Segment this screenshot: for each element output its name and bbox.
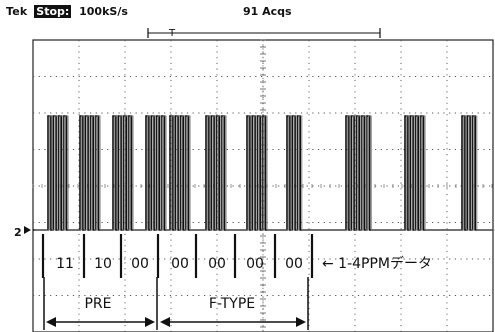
channel-pointer xyxy=(24,226,31,234)
scope-status-bar: Tek Stop: 100kS/s xyxy=(6,5,128,21)
annotations: ← 1-4PPMデータ PRE F-TYPE xyxy=(43,255,432,330)
sample-rate-readout: 100kS/s xyxy=(79,5,128,18)
pre-label: PRE xyxy=(84,296,111,312)
pre-arrow-right-head xyxy=(145,317,155,327)
symbol-label: 00 xyxy=(246,256,264,272)
ftype-arrow-left-head xyxy=(160,317,170,327)
signal-persistence xyxy=(34,115,495,231)
signal-trace xyxy=(33,115,495,231)
ftype-arrow-right-head xyxy=(296,317,306,327)
trigger-window: T2 xyxy=(14,28,381,239)
acquisition-count-readout: 91 Acqs xyxy=(243,5,292,18)
acquisition-state-badge: Stop: xyxy=(34,5,72,18)
symbol-label: 00 xyxy=(285,256,303,272)
ftype-label: F-TYPE xyxy=(209,296,255,312)
symbol-label: 11 xyxy=(56,256,74,272)
pre-arrow-left-head xyxy=(46,317,56,327)
trigger-marker: T xyxy=(168,28,176,39)
symbol-label: 00 xyxy=(208,256,226,272)
symbol-label: 00 xyxy=(171,256,189,272)
symbol-labels: 11 10 00 00 00 00 00 xyxy=(41,234,314,278)
channel-marker: 2 xyxy=(14,226,22,239)
symbol-label: 10 xyxy=(94,256,112,272)
symbol-label: 00 xyxy=(131,256,149,272)
signal-waveform xyxy=(33,115,493,231)
ppm-data-annotation: ← 1-4PPMデータ xyxy=(322,255,432,272)
brand-label: Tek xyxy=(6,5,28,18)
